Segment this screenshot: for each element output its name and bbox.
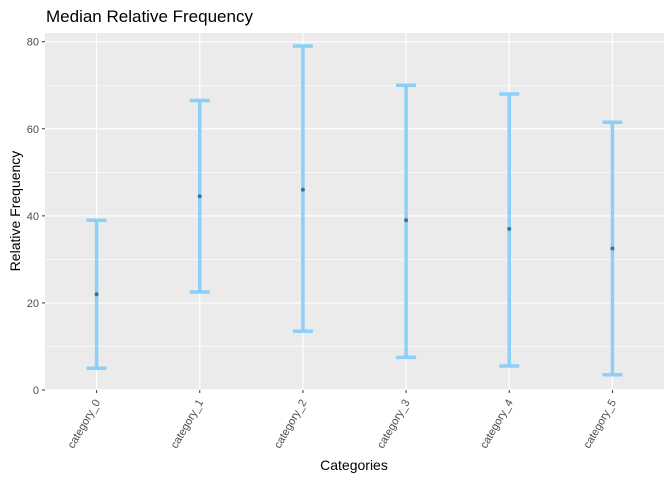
x-tick-label: category_2: [272, 398, 310, 451]
x-tick-label: category_0: [66, 398, 104, 451]
x-axis: category_0 category_1 category_2 category_3…: [66, 390, 619, 451]
median-point: [94, 292, 99, 297]
x-axis-title: Categories: [320, 457, 388, 473]
x-tick-label: category_3: [375, 398, 413, 451]
median-points: [94, 187, 615, 297]
median-point: [404, 218, 409, 223]
y-tick-label: 40: [27, 211, 39, 223]
y-tick-label: 0: [33, 385, 39, 397]
x-tick-label: category_1: [169, 398, 207, 451]
median-point: [507, 226, 512, 231]
minor-gridlines: [45, 84, 664, 347]
y-tick-label: 80: [27, 37, 39, 49]
y-axis: 0 20 40 60 80: [27, 37, 45, 397]
y-axis-title: Relative Frequency: [7, 151, 23, 272]
x-tick-label: category_4: [478, 398, 516, 451]
plot-panel: [45, 33, 664, 390]
y-tick-label: 20: [27, 298, 39, 310]
median-point: [300, 187, 305, 192]
median-point: [610, 246, 615, 251]
chart-title: Median Relative Frequency: [46, 7, 253, 26]
median-point: [197, 194, 202, 199]
y-tick-label: 60: [27, 124, 39, 136]
x-tick-label: category_5: [581, 398, 619, 451]
